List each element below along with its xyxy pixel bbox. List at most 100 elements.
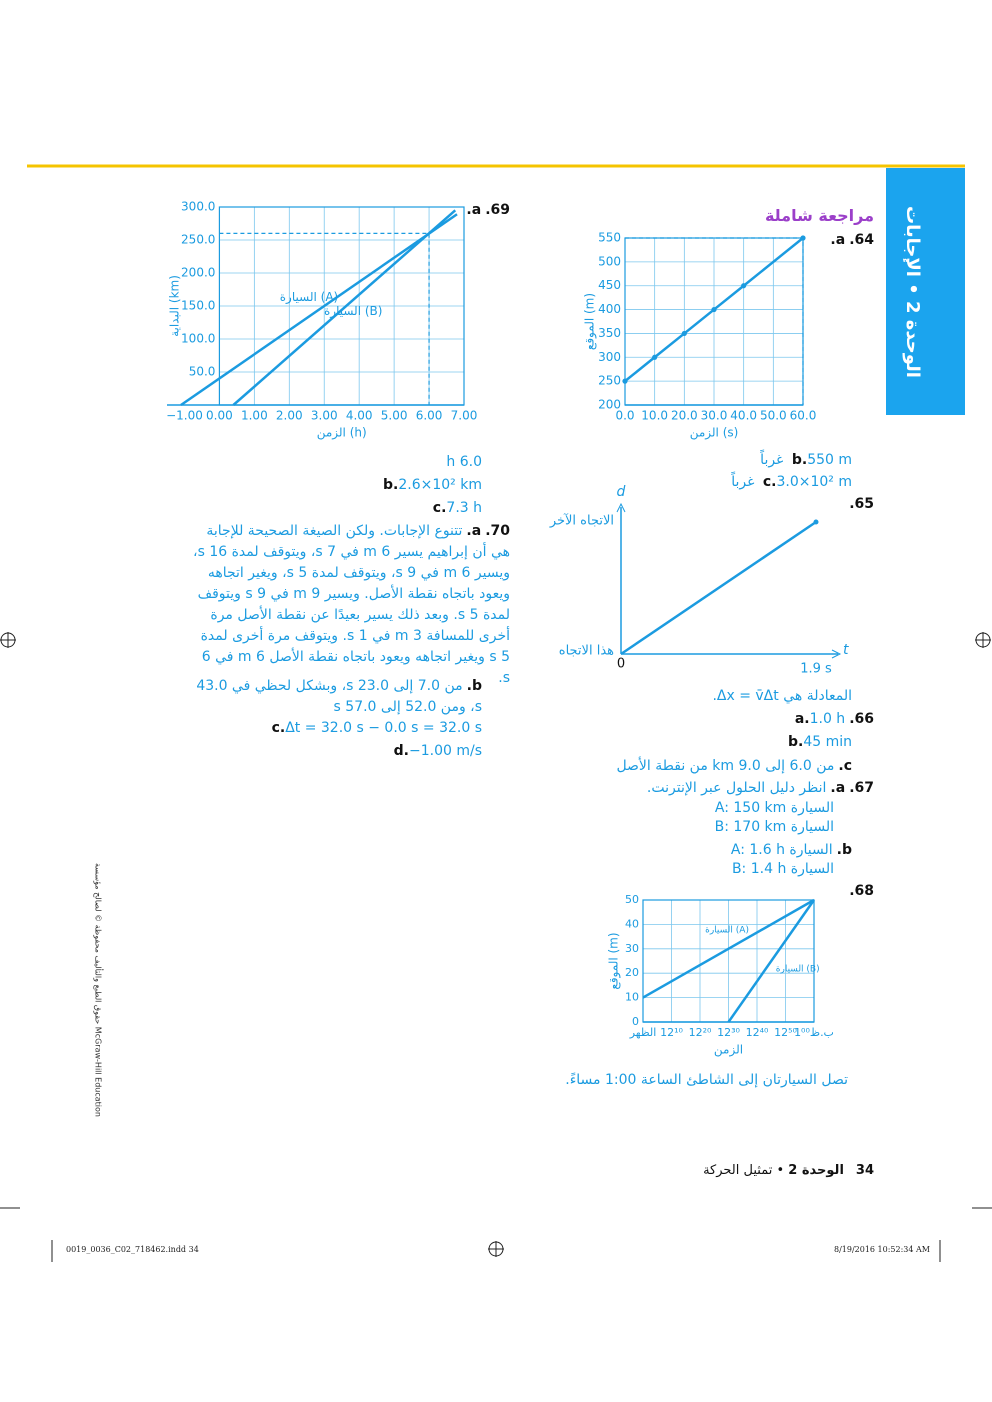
letter: c.	[432, 500, 447, 516]
tab-text: الوحدة 2 • الإجابات	[902, 206, 923, 378]
q67-a2: السيارة B: 170 km	[714, 819, 834, 835]
num: 66.	[849, 711, 874, 727]
q70-a: 70.a.تتنوع الإجابات. ولكن الصيغة الصحيحة…	[190, 521, 510, 689]
print-marks	[0, 632, 992, 1262]
q64-b: b.550 m غرباً	[760, 450, 852, 470]
letter: c.	[762, 474, 777, 490]
num: 64.	[849, 232, 874, 248]
x-axis-label: الزمن (h)	[317, 426, 367, 441]
answer: 2.6×10² km	[398, 477, 482, 493]
x-tick-label: 1⁰⁰ب.ظ	[794, 1026, 834, 1039]
this-direction: هذا الاتجاه	[559, 644, 614, 659]
q67-a: 67.a.انظر دليل الحلول عبر الإنترنت.	[647, 778, 874, 798]
answer: 3.0×10² m غرباً	[731, 474, 852, 490]
letter: d.	[393, 743, 409, 759]
letter: c.	[271, 720, 286, 736]
x-tick-label: 5.00	[381, 409, 408, 423]
num: 69.	[485, 202, 510, 218]
unit-title: تمثيل الحركة	[703, 1163, 773, 1178]
y-axis-label: البداية (km)	[168, 275, 182, 337]
q66-b: b.45 min	[784, 732, 852, 752]
data-point	[711, 306, 717, 313]
x-tick-label: 12³⁰	[717, 1026, 740, 1039]
y-tick-label: 200	[598, 398, 621, 412]
y-tick-label: 20	[625, 966, 639, 979]
copyright: حقوق الطبع والتأليف محفوظة © لصالح مؤسسة…	[94, 863, 105, 1117]
x-tick-label: 12¹⁰	[660, 1026, 683, 1039]
x-axis-label: الزمن	[714, 1043, 743, 1058]
q64: 64.a.	[826, 230, 874, 250]
unit: الوحدة 2	[788, 1163, 844, 1178]
q67-b2: السيارة B: 1.4 h	[731, 861, 834, 877]
series-label: السيارة (A)	[280, 290, 338, 305]
arrow	[616, 502, 626, 513]
answer: 550 m غرباً	[760, 452, 852, 468]
data-point	[622, 378, 628, 384]
data-line	[624, 237, 804, 383]
letter: a.	[466, 523, 482, 539]
d-label: d	[617, 484, 626, 500]
x-tick-label: 0.0	[615, 409, 634, 423]
q67-a1: السيارة A: 150 km	[714, 800, 834, 816]
y-tick-label: 30	[625, 942, 639, 955]
y-tick-label: 10	[625, 991, 639, 1004]
y-tick-label: 300.0	[181, 200, 215, 214]
file-name: 0019_0036_C02_718462.indd 34	[66, 1245, 199, 1254]
print-date: 8/19/2016 10:52:34 AM	[834, 1245, 930, 1254]
guide-line	[219, 232, 430, 405]
letter: a.	[830, 232, 846, 248]
y-tick-label: 250	[598, 374, 621, 388]
q66-c: c.من 6.0 إلى 9.0 km من نقطة الأصل	[616, 756, 852, 776]
letter: b.	[787, 734, 804, 750]
series-label: السيارة (A)	[705, 925, 749, 935]
y-tick-label: 550	[598, 231, 621, 245]
diagram-65: d t الاتجاه الآخر هذا الاتجاه 0 1.9 s	[549, 484, 849, 677]
letter: b.	[466, 678, 482, 694]
x-axis-label: الزمن (s)	[690, 426, 739, 441]
series-label: السيارة (B)	[324, 304, 382, 319]
footer: 34الوحدة 2 • تمثيل الحركة	[703, 1163, 874, 1178]
q67-b: b.السيارة A: 1.6 h	[731, 840, 852, 860]
y-tick-label: 400	[598, 302, 621, 316]
answer: 45 min	[803, 734, 852, 750]
x-tick-label: 60.0	[790, 409, 817, 423]
data-point	[652, 354, 658, 360]
q64-c: c.3.0×10² m غرباً	[731, 472, 852, 492]
y-axis-label: الموقع (m)	[583, 293, 598, 350]
data-point	[741, 283, 747, 289]
x-tick-label: الظهر	[629, 1026, 657, 1039]
num: 70.	[485, 523, 510, 539]
letter: a.	[830, 780, 846, 796]
arrow	[831, 649, 842, 659]
x-tick-label: 20.0	[671, 409, 698, 423]
x-tick-label: 3.00	[311, 409, 338, 423]
q69-a: 6.0 h	[446, 454, 482, 470]
origin-label: 0	[617, 657, 625, 672]
data-line	[232, 209, 457, 406]
x-tick-label: 1.00	[241, 409, 268, 423]
answer: السيارة A: 1.6 h	[730, 842, 833, 858]
q69: 69.a.	[462, 200, 510, 220]
data-point	[681, 330, 687, 337]
y-tick-label: 0	[632, 1015, 639, 1028]
q70-c: c.Δt = 32.0 s − 0.0 s = 32.0 s	[268, 718, 482, 738]
answer: من 7.0 إلى 23.0 s، وبشكل لحظي في 43.0 s،…	[196, 678, 482, 715]
letter: b.	[791, 452, 808, 468]
letter: b.	[383, 477, 399, 493]
series-label: السيارة (B)	[776, 965, 820, 975]
y-tick-label: 40	[625, 917, 639, 930]
y-tick-label: 50	[625, 893, 639, 906]
x-tick-label: 7.00	[451, 409, 478, 423]
answer: انظر دليل الحلول عبر الإنترنت.	[646, 780, 827, 796]
t-label: t	[843, 642, 849, 658]
letter: a.	[466, 202, 482, 218]
data-point	[800, 235, 806, 241]
answer: تتنوع الإجابات. ولكن الصيغة الصحيحة للإج…	[193, 523, 510, 686]
y-tick-label: 100.0	[181, 332, 215, 346]
x-tick-label: 30.0	[701, 409, 728, 423]
x-tick-label: 0.00	[206, 409, 233, 423]
q69-b: b.2.6×10² km	[379, 475, 482, 495]
x-tick-label: 12⁴⁰	[746, 1026, 769, 1039]
x-tick-label: 40.0	[730, 409, 757, 423]
y-tick-label: 450	[598, 278, 621, 292]
